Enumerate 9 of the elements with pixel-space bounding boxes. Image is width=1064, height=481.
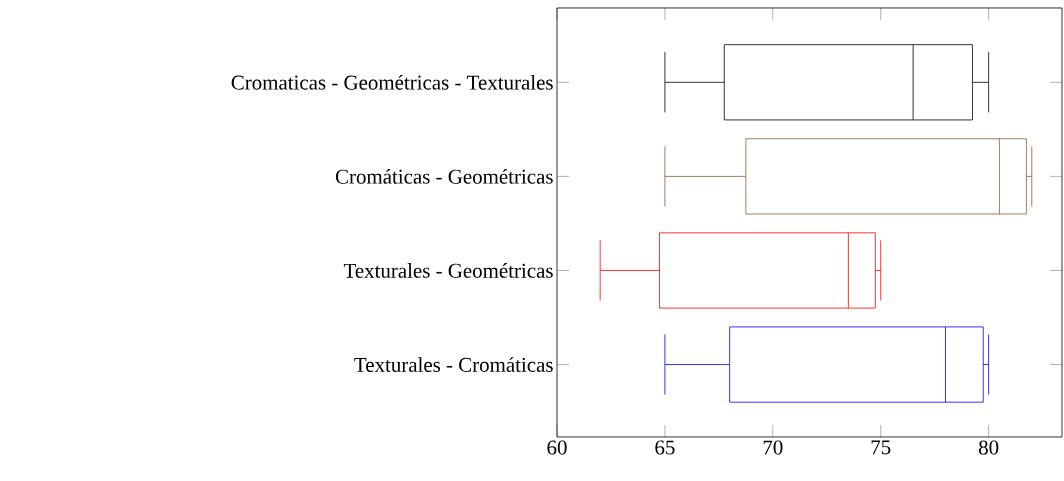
x-tick-label: 60 [547, 440, 567, 455]
x-tick-label: 65 [655, 440, 675, 455]
x-tick-label: 70 [763, 440, 783, 455]
y-tick-label: Cromáticas - Geométricas [335, 169, 553, 184]
y-tick-label: Texturales - Cromáticas [354, 357, 553, 372]
y-tick-label: Cromaticas - Geométricas - Texturales [231, 74, 553, 90]
x-tick-label: 80 [978, 440, 999, 455]
x-tick-label: 75 [871, 440, 891, 455]
y-tick-label: Texturales - Geométricas [343, 263, 553, 278]
